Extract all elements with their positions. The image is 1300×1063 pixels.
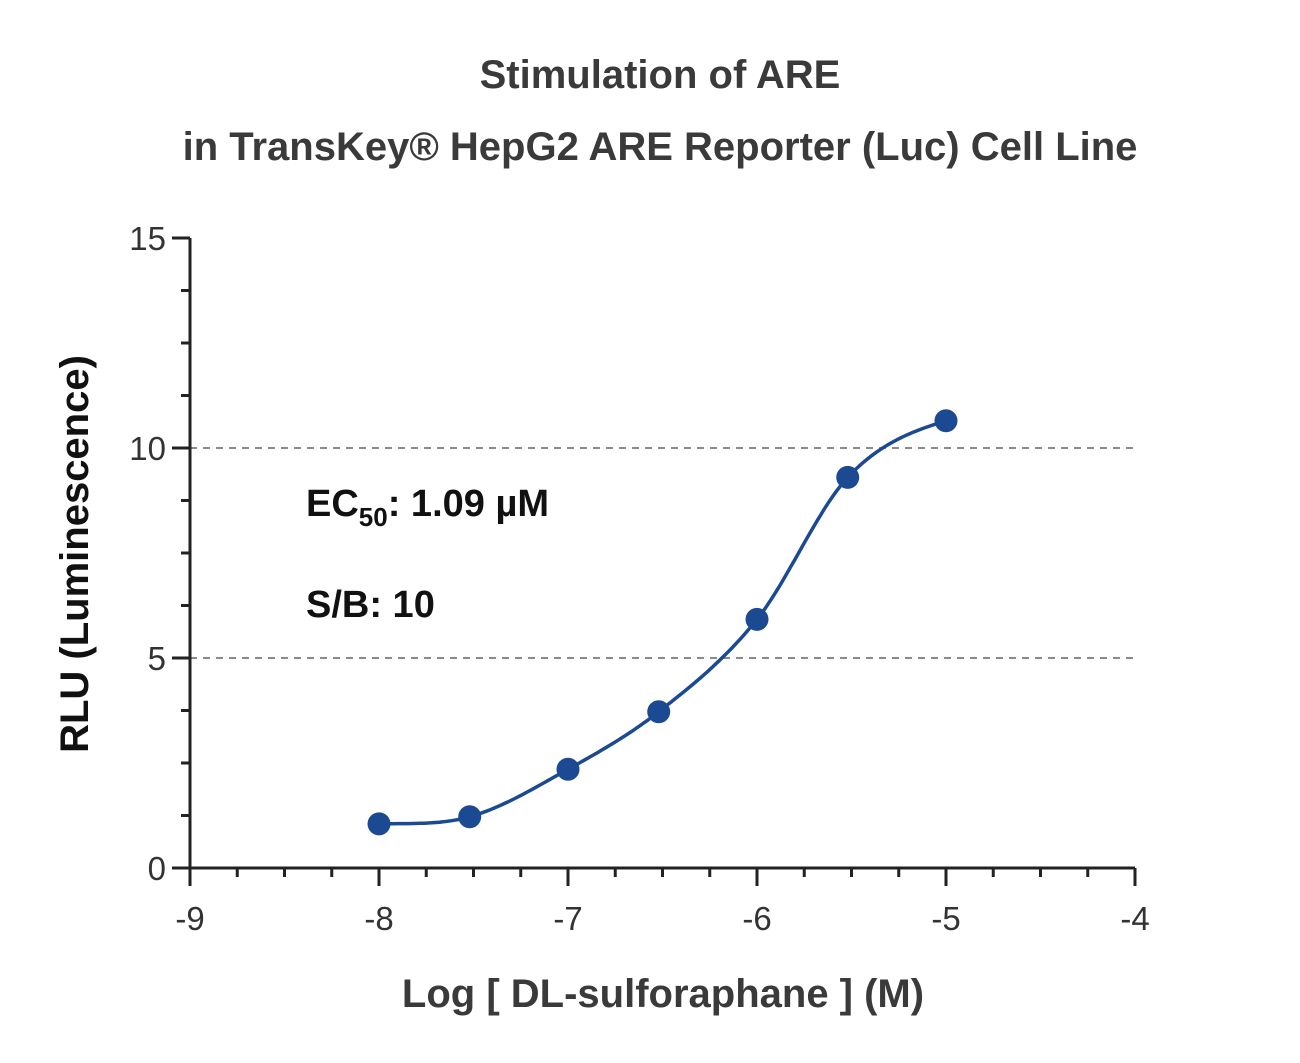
y-tick-label: 10 [129, 430, 166, 467]
x-tick-label: -9 [175, 900, 204, 937]
chart-title-line2: in TransKey® HepG2 ARE Reporter (Luc) Ce… [183, 125, 1138, 169]
y-tick-label: 15 [129, 220, 166, 257]
x-tick-label: -4 [1120, 900, 1149, 937]
fit-curve [377, 418, 948, 826]
y-axis-label: RLU (Luminescence) [53, 355, 97, 753]
x-tick-label: -6 [742, 900, 771, 937]
data-point [556, 757, 580, 781]
x-tick-label: -5 [931, 900, 960, 937]
tick-labels: 0 5 10 15 -9 -8 -7 -6 -5 -4 [129, 220, 1149, 937]
axes [172, 236, 1137, 886]
data-point [367, 812, 391, 836]
data-point [745, 607, 769, 631]
x-tick-label: -7 [553, 900, 582, 937]
y-tick-label: 0 [148, 850, 166, 887]
ec50-value: : 1.09 µM [388, 483, 549, 525]
data-point [836, 465, 860, 489]
data-point [647, 700, 671, 724]
ec50-annotation: EC50: 1.09 µM [306, 483, 549, 532]
x-tick-label: -8 [364, 900, 393, 937]
ec50-prefix: EC [306, 483, 359, 525]
chart-title-line1: Stimulation of ARE [480, 53, 841, 97]
data-point [458, 805, 482, 829]
y-tick-label: 5 [148, 640, 166, 677]
x-axis-label: Log [ DL-sulforaphane ] (M) [402, 972, 924, 1016]
ec50-subscript: 50 [359, 502, 388, 532]
data-points [367, 409, 958, 836]
fit-curve-group [377, 418, 948, 826]
data-point [934, 409, 958, 433]
gridlines [190, 447, 1135, 659]
sb-annotation: S/B: 10 [306, 584, 435, 626]
